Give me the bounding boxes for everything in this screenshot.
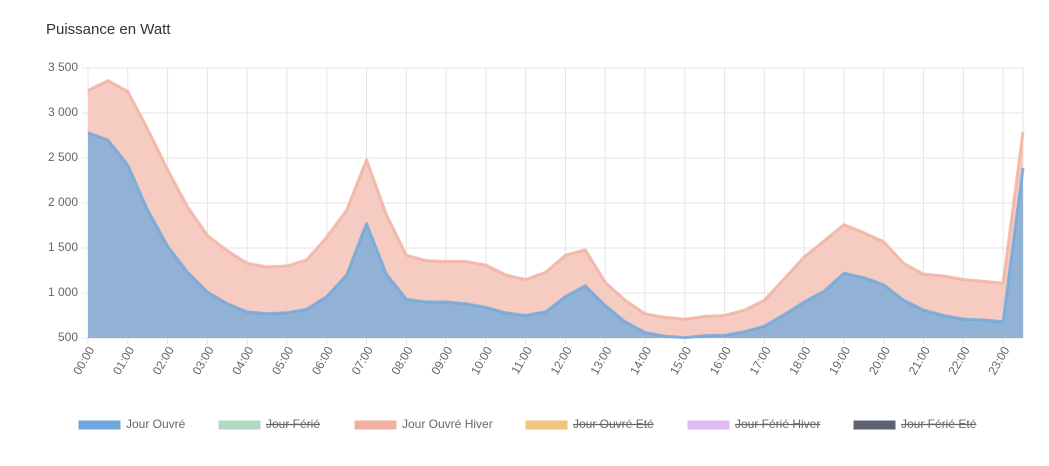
x-tick-label: 16:00	[707, 344, 734, 377]
area	[88, 132, 1023, 338]
x-tick-label: 00:00	[70, 344, 97, 377]
legend-label: Jour Férié Hiver	[735, 417, 820, 431]
legend-item[interactable]: Jour Férié	[218, 417, 320, 431]
x-tick-label: 01:00	[110, 344, 137, 377]
x-tick-label: 20:00	[866, 344, 893, 377]
x-tick-label: 23:00	[985, 344, 1012, 377]
chart-title: Puissance en Watt	[46, 21, 171, 38]
legend-swatch	[853, 420, 896, 430]
legend-label: Jour Férié Eté	[901, 417, 977, 431]
x-tick-label: 22:00	[946, 344, 973, 377]
y-tick-label: 3 500	[48, 60, 78, 74]
y-tick-label: 500	[58, 330, 78, 344]
line	[87, 79, 1025, 321]
legend-swatch	[78, 420, 121, 430]
legend-item[interactable]: Jour Ouvré Hiver	[354, 417, 493, 431]
y-tick-label: 1 500	[48, 240, 78, 254]
x-tick-label: 17:00	[747, 344, 774, 377]
x-tick-label: 07:00	[349, 344, 376, 377]
legend-swatch	[525, 420, 568, 430]
legend-item[interactable]: Jour Férié Eté	[853, 417, 977, 431]
legend-item[interactable]: Jour Ouvré	[78, 417, 186, 431]
y-tick-label: 3 000	[48, 105, 78, 119]
legend-label: Jour Ouvré Hiver	[402, 417, 493, 431]
x-tick-label: 10:00	[468, 344, 495, 377]
x-tick-label: 14:00	[627, 344, 654, 377]
legend-swatch	[218, 420, 261, 430]
x-tick-label: 09:00	[428, 344, 455, 377]
x-tick-label: 04:00	[229, 344, 256, 377]
legend-swatch	[687, 420, 730, 430]
legend-label: Jour Ouvré Eté	[573, 417, 654, 431]
x-tick-label: 03:00	[190, 344, 217, 377]
y-tick-label: 2 500	[48, 150, 78, 164]
x-tick-label: 02:00	[150, 344, 177, 377]
legend-item[interactable]: Jour Férié Hiver	[687, 417, 820, 431]
x-tick-label: 06:00	[309, 344, 336, 377]
legend-label: Jour Ouvré	[126, 417, 186, 431]
x-tick-label: 13:00	[587, 344, 614, 377]
x-tick-label: 12:00	[548, 344, 575, 377]
legend-swatch	[354, 420, 397, 430]
line	[87, 131, 1025, 340]
x-tick-label: 21:00	[906, 344, 933, 377]
legend-item[interactable]: Jour Ouvré Eté	[525, 417, 654, 431]
x-tick-label: 08:00	[389, 344, 416, 377]
x-tick-label: 11:00	[508, 344, 535, 377]
x-tick-label: 19:00	[826, 344, 853, 377]
legend-label: Jour Férié	[266, 417, 320, 431]
y-tick-label: 2 000	[48, 195, 78, 209]
y-tick-label: 1 000	[48, 285, 78, 299]
x-tick-label: 15:00	[667, 344, 694, 377]
x-tick-label: 18:00	[786, 344, 813, 377]
x-tick-label: 05:00	[269, 344, 296, 377]
